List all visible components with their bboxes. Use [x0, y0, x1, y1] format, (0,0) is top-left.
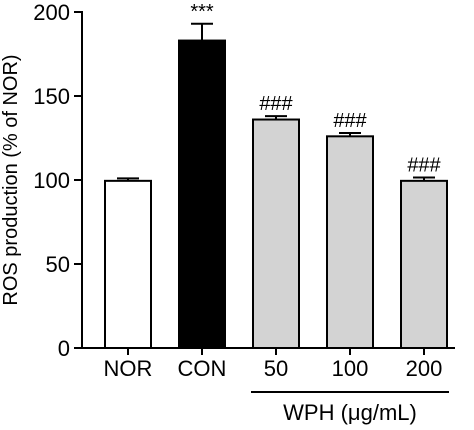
group-bracket: WPH (μg/mL): [251, 391, 449, 425]
x-tick-label-CON: CON: [178, 356, 227, 381]
bar-200: [400, 179, 448, 349]
significance-200: ###: [407, 154, 441, 176]
y-tick-label: 50: [46, 252, 70, 277]
significance-CON: ***: [190, 1, 214, 23]
significance-50: ###: [259, 93, 293, 115]
x-tick-labels: NOR CON 50 100 200: [104, 348, 443, 381]
x-tick-label-NOR: NOR: [104, 356, 153, 381]
y-axis-label: ROS production (% of NOR): [0, 54, 22, 305]
bar-100: [326, 135, 374, 349]
y-tick-label: 200: [33, 0, 70, 25]
bar-CON: [178, 39, 226, 350]
group-label: WPH (μg/mL): [283, 400, 417, 425]
x-tick-label-100: 100: [332, 356, 369, 381]
y-ticks: 0 50 100 150 200: [33, 0, 82, 361]
bar-50: [252, 118, 300, 349]
bar-NOR: [104, 179, 152, 349]
y-tick-label: 150: [33, 84, 70, 109]
y-tick-label: 0: [58, 336, 70, 361]
x-tick-label-200: 200: [406, 356, 443, 381]
y-tick-label: 100: [33, 168, 70, 193]
x-tick-label-50: 50: [264, 356, 288, 381]
bars: *** ### ### ###: [104, 1, 448, 350]
significance-100: ###: [333, 110, 367, 132]
